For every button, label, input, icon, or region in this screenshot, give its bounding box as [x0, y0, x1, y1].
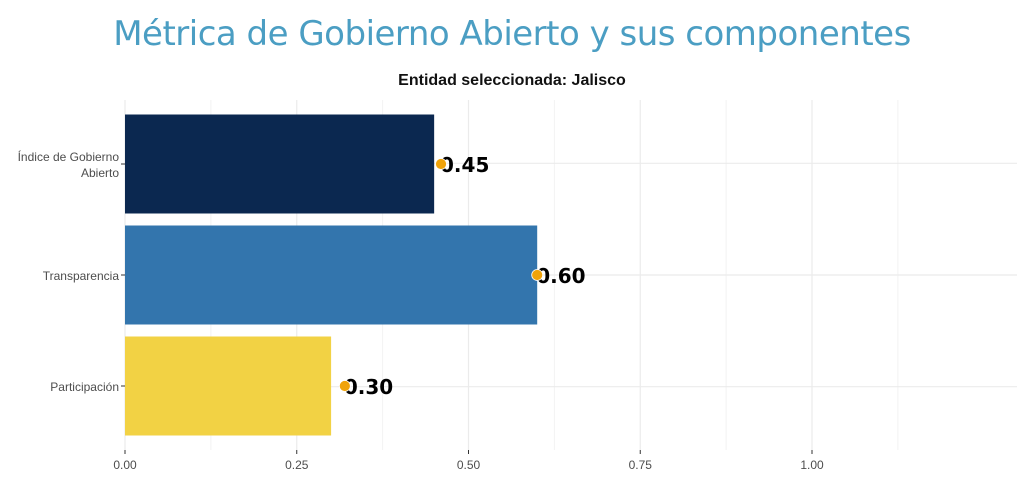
x-tick-label: 1.00 — [800, 458, 824, 472]
bar-0 — [125, 114, 435, 214]
bar-1 — [125, 225, 538, 325]
point-marker — [338, 380, 351, 392]
y-tick-label: Abierto — [81, 166, 119, 180]
value-label: 0.45 — [440, 153, 489, 177]
chart-title: Métrica de Gobierno Abierto y sus compon… — [113, 14, 911, 54]
bar-2 — [125, 336, 332, 436]
value-label: 0.60 — [536, 264, 585, 288]
y-tick-label: Participación — [50, 380, 119, 394]
x-tick-label: 0.50 — [457, 458, 481, 472]
x-tick-label: 0.00 — [113, 458, 137, 472]
y-tick-label: Índice de Gobierno — [18, 149, 120, 164]
value-label: 0.30 — [344, 375, 393, 399]
x-tick-label: 0.25 — [285, 458, 309, 472]
point-marker — [435, 158, 447, 170]
chart-subtitle: Entidad seleccionada: Jalisco — [398, 72, 626, 89]
y-tick-label: Transparencia — [43, 269, 120, 283]
x-tick-label: 0.75 — [629, 458, 653, 472]
point-marker — [531, 269, 544, 281]
